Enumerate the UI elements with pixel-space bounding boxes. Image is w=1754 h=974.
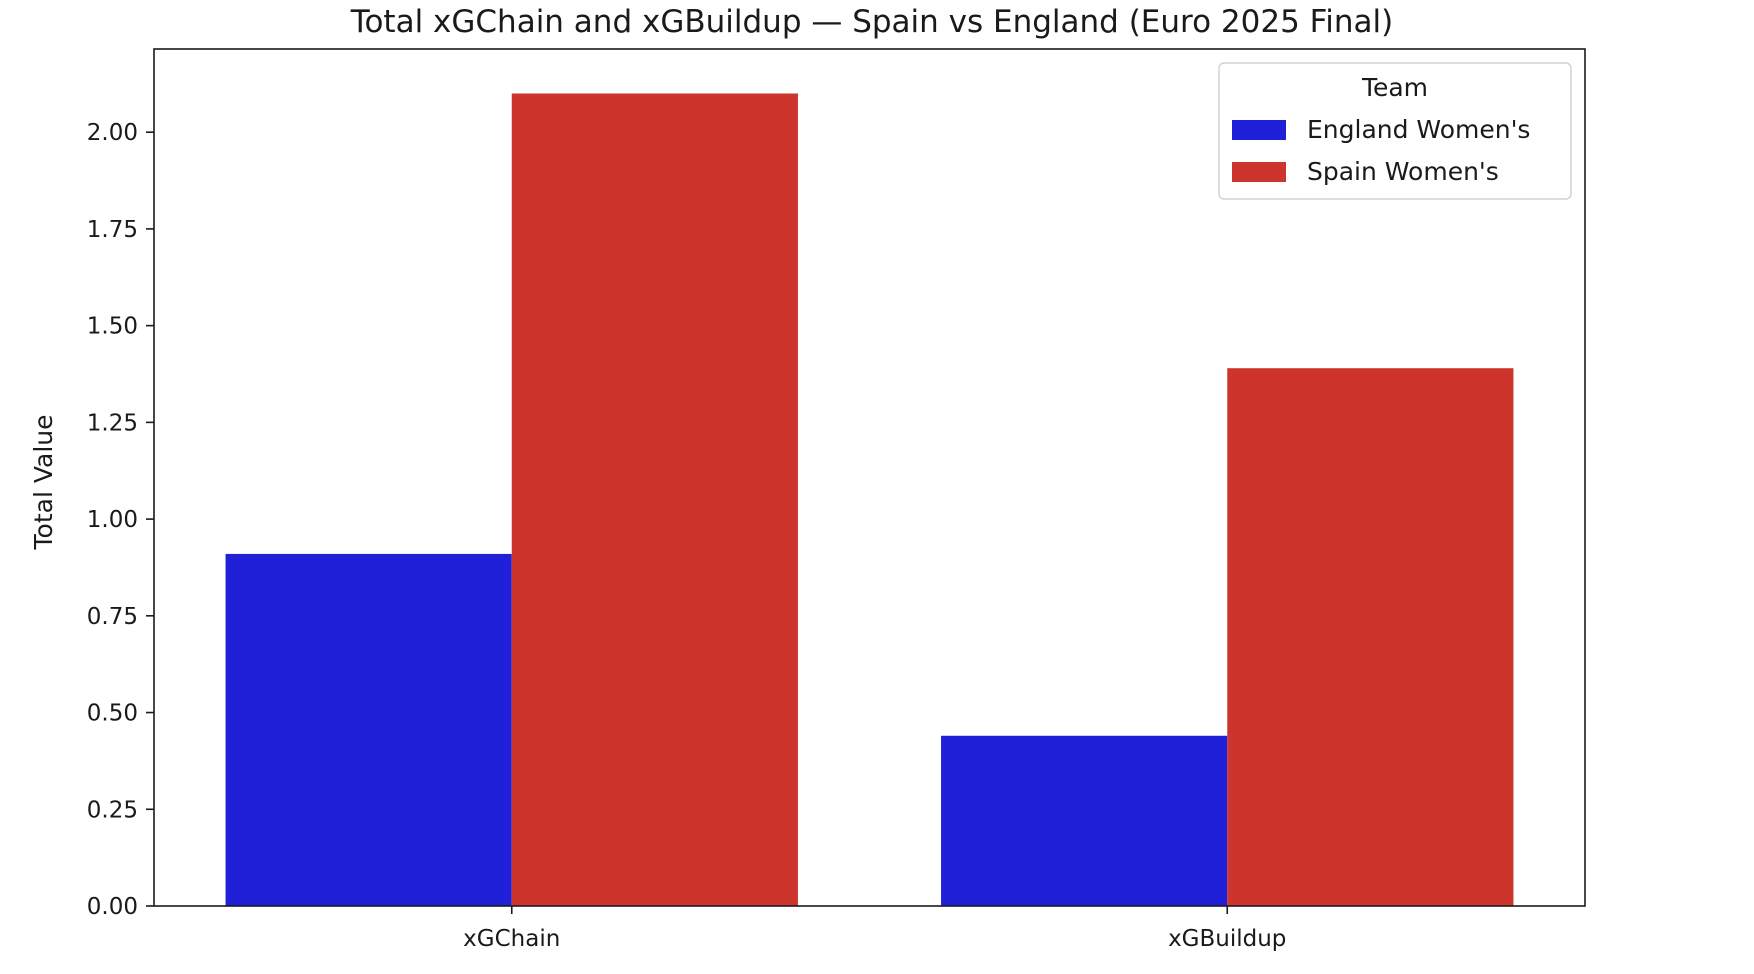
legend-box bbox=[1218, 62, 1572, 200]
bars bbox=[225, 93, 1514, 907]
x-tick-label-xgbuildup: xGBuildup bbox=[1168, 926, 1286, 952]
legend-swatch-spain bbox=[1232, 162, 1286, 182]
y-tick-label: 2.00 bbox=[87, 120, 138, 146]
legend-label-england: England Women's bbox=[1307, 115, 1530, 144]
y-tick-label: 1.00 bbox=[87, 507, 138, 533]
legend: Team England Women's Spain Women's bbox=[1218, 62, 1572, 200]
x-tick-label-xgchain: xGChain bbox=[463, 926, 560, 952]
bar-spain-women-s-xgchain bbox=[511, 93, 798, 906]
y-tick-label: 0.50 bbox=[87, 701, 138, 727]
plot-frame bbox=[153, 48, 1586, 907]
y-tick-label: 1.25 bbox=[87, 410, 138, 436]
y-tick-label: 1.50 bbox=[87, 314, 138, 340]
y-tick-label: 0.00 bbox=[87, 894, 138, 920]
y-axis-ticks: 0.00 0.25 0.50 0.75 1.00 1.25 1.50 1.75 2.00 bbox=[87, 120, 154, 920]
legend-swatch-england bbox=[1232, 120, 1286, 140]
x-axis-ticks: xGChain xGBuildup bbox=[463, 906, 1286, 952]
bar-spain-women-s-xgbuildup bbox=[1227, 368, 1514, 907]
legend-label-spain: Spain Women's bbox=[1307, 157, 1499, 186]
bar-england-women-s-xgbuildup bbox=[941, 735, 1228, 906]
y-tick-label: 1.75 bbox=[87, 217, 138, 243]
y-tick-label: 0.25 bbox=[87, 797, 138, 823]
bar-england-women-s-xgchain bbox=[225, 553, 512, 906]
legend-title: Team bbox=[1361, 73, 1428, 102]
chart-title: Total xGChain and xGBuildup — Spain vs E… bbox=[350, 4, 1393, 40]
y-axis-label: Total Value bbox=[29, 415, 58, 551]
y-tick-label: 0.75 bbox=[87, 604, 138, 630]
